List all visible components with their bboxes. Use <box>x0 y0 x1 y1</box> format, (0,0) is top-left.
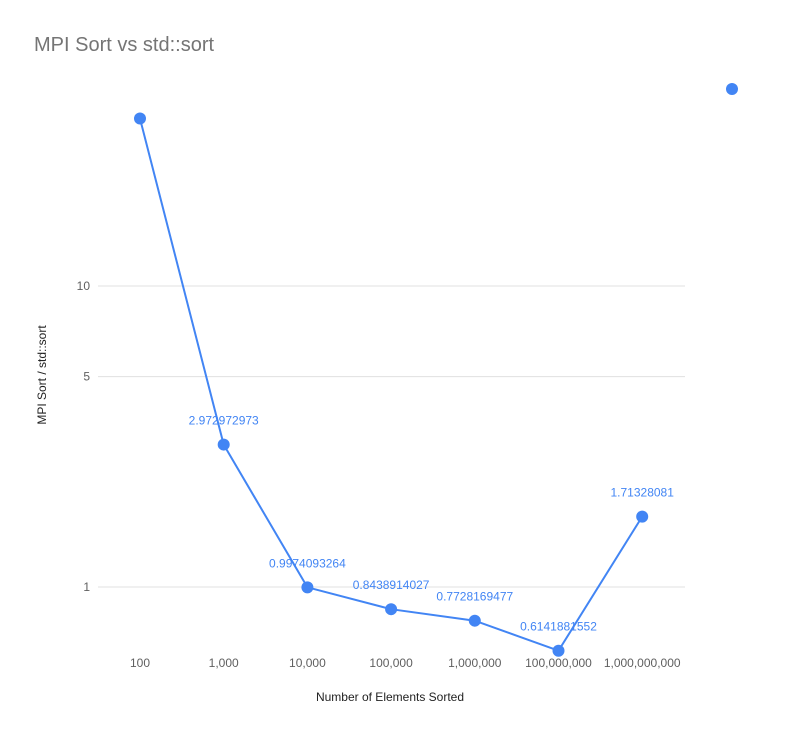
y-axis-title: MPI Sort / std::sort <box>35 325 49 425</box>
y-tick-label: 5 <box>83 370 90 384</box>
data-label: 2.972972973 <box>189 414 259 428</box>
gridlines <box>98 285 685 588</box>
x-tick-label: 1,000 <box>209 656 239 670</box>
x-tick-label: 100 <box>130 656 150 670</box>
data-label: 0.8438914027 <box>353 578 430 592</box>
data-point <box>552 644 565 657</box>
x-tick-label: 1,000,000,000 <box>604 656 681 670</box>
data-points <box>134 112 649 657</box>
legend-marker[interactable] <box>726 83 738 95</box>
x-tick-label: 1,000,000 <box>448 656 502 670</box>
data-point <box>134 112 146 125</box>
data-point <box>217 438 230 451</box>
data-label: 0.6141881552 <box>520 620 597 634</box>
data-label: 0.9974093264 <box>269 556 346 570</box>
x-axis-ticks: 100 1,000 10,000 100,000 1,000,000 100,000,00… <box>130 656 681 670</box>
y-tick-label: 10 <box>77 279 91 293</box>
data-point <box>636 510 649 523</box>
data-label: 1.71328081 <box>610 486 674 500</box>
x-tick-label: 10,000 <box>289 656 326 670</box>
chart-title: MPI Sort vs std::sort <box>34 34 215 56</box>
x-tick-label: 100,000,000 <box>525 656 592 670</box>
x-axis-title: Number of Elements Sorted <box>316 690 464 704</box>
data-label: 0.7728169477 <box>436 590 513 604</box>
y-tick-label: 1 <box>83 580 90 594</box>
data-point <box>301 581 314 594</box>
x-tick-label: 100,000 <box>369 656 413 670</box>
data-labels: 2.972972973 0.9974093264 0.8438914027 0.772… <box>189 414 675 634</box>
data-point <box>468 614 481 627</box>
data-point <box>385 603 398 616</box>
series-line <box>139 118 644 652</box>
